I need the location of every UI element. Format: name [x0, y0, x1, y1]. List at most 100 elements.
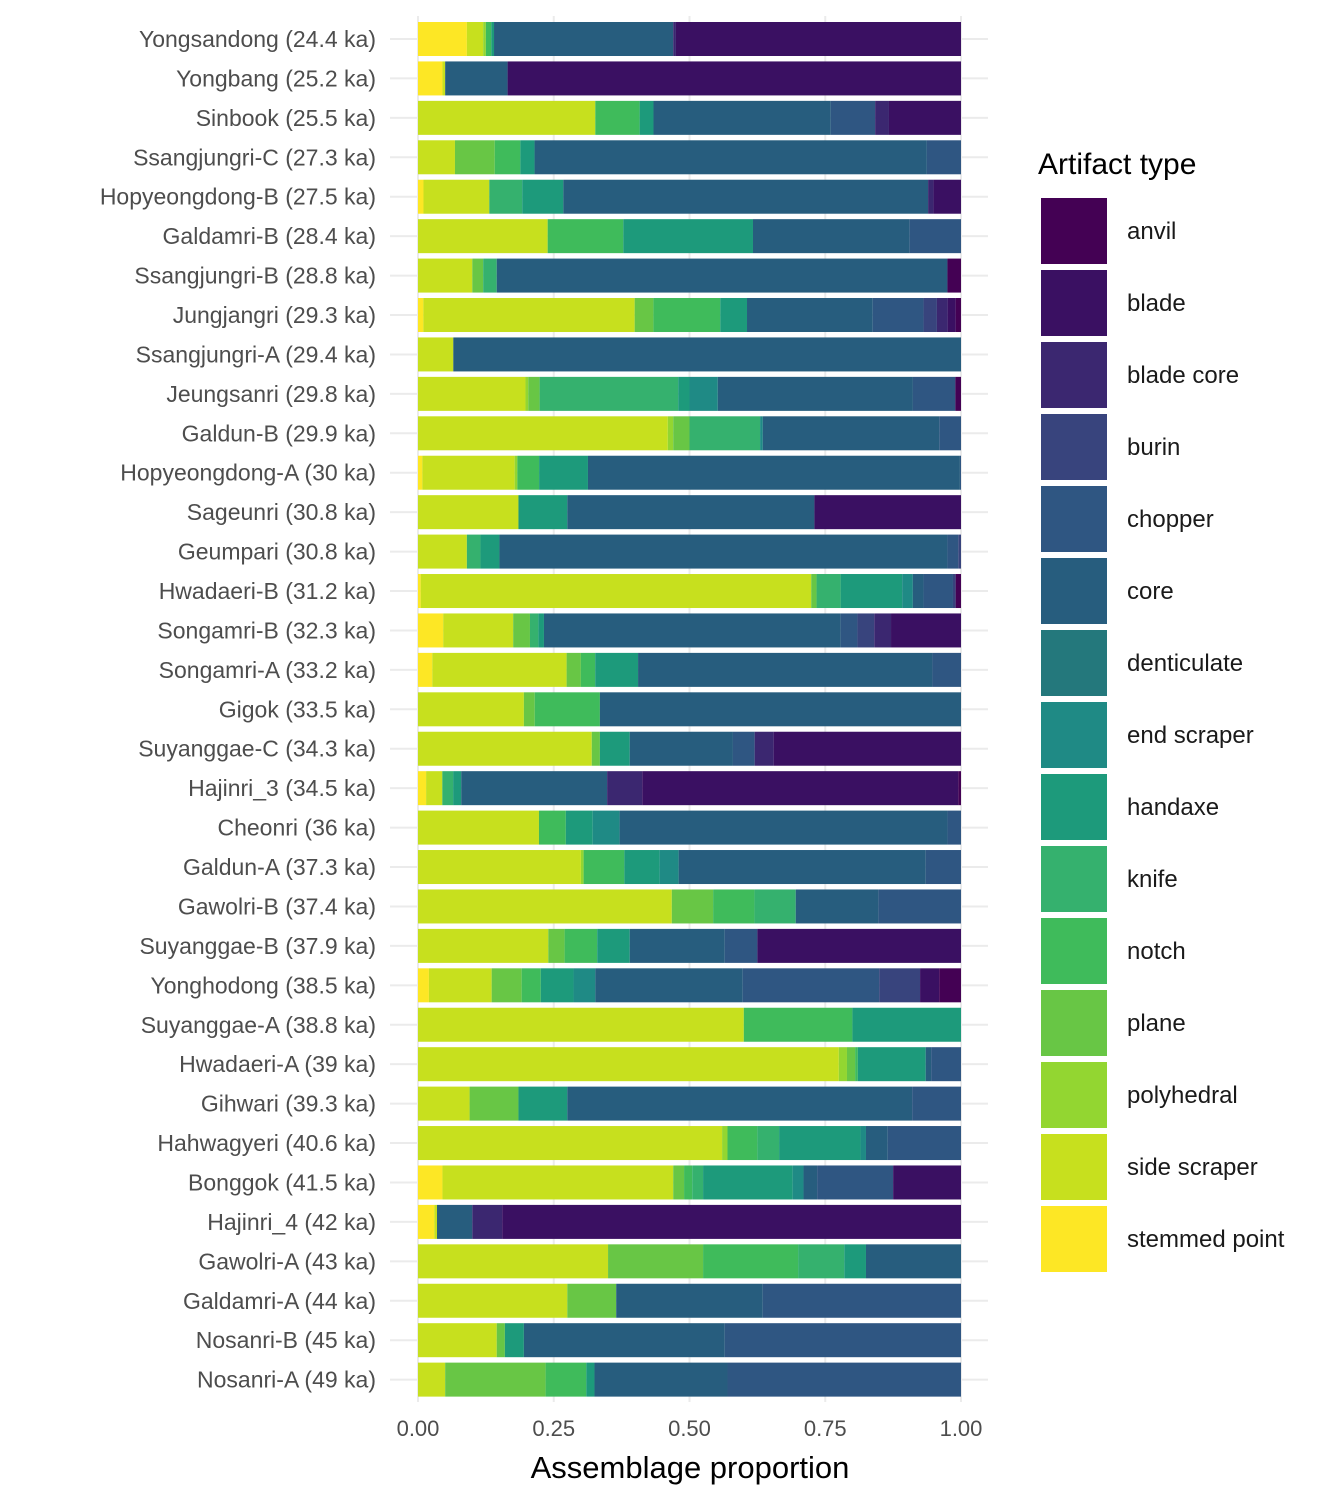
bar-segment-core	[543, 613, 841, 648]
bar-segment-plane	[469, 1086, 519, 1121]
bar-segment-knife	[489, 179, 523, 214]
bar-segment-handaxe	[480, 534, 500, 569]
bar-segment-end-scraper	[860, 1126, 866, 1161]
legend-label: notch	[1127, 938, 1186, 965]
bar-segment-side-scraper	[418, 731, 592, 766]
bar-segment-plane	[496, 1323, 505, 1358]
bar-segment-burin	[952, 574, 956, 609]
bar-segment-burin	[879, 968, 921, 1003]
bar-segment-handaxe	[779, 1126, 861, 1161]
bar-segment-polyhedral	[722, 1126, 728, 1161]
legend: Artifact type anvil blade blade core burin c…	[1038, 148, 1285, 1272]
y-tick-label: Yonghodong (38.5 ka)	[150, 972, 376, 998]
bar-segment-plane	[846, 1047, 856, 1082]
x-tick-label: 0.75	[804, 1416, 847, 1441]
bar-segment-notch	[534, 692, 600, 727]
bar-segment-side-scraper	[428, 968, 492, 1003]
bar-segment-plane	[491, 968, 522, 1003]
bar-segment-core	[499, 534, 948, 569]
y-tick-label: Suyanggae-B (37.9 ka)	[139, 933, 376, 959]
bar-segment-chopper	[727, 1362, 961, 1397]
y-tick-label: Ssangjungri-B (28.8 ka)	[134, 263, 376, 289]
bar-segment-chopper	[840, 613, 858, 648]
bar-segment-handaxe	[720, 298, 748, 333]
bar-segment-anvil	[939, 968, 961, 1003]
bar-segment-core	[638, 652, 933, 687]
y-tick-label: Hwadaeri-B (31.2 ka)	[159, 578, 376, 604]
bar-segment-blade-core	[754, 731, 774, 766]
bar-segment-stemmed-point	[418, 968, 429, 1003]
bar-segment-blade	[507, 61, 961, 96]
bar-segment-notch	[564, 928, 598, 963]
bar-segment-polyhedral	[667, 416, 674, 451]
bar-segment-blade	[757, 928, 961, 963]
bar-segment-stemmed-point	[418, 574, 421, 609]
bar-segment-core	[865, 1126, 888, 1161]
bar-segment-core	[534, 140, 927, 175]
bar-segment-blade	[773, 731, 961, 766]
bar-segment-side-scraper	[418, 100, 596, 135]
y-tick-label: Yongbang (25.2 ka)	[176, 65, 376, 91]
bar-segment-chopper	[887, 1126, 961, 1161]
x-tick-label: 0.00	[397, 1416, 440, 1441]
y-tick-label: Jeungsanri (29.8 ka)	[166, 381, 376, 407]
bar-segment-plane	[472, 258, 484, 293]
bar-segment-chopper	[926, 140, 961, 175]
y-tick-label: Galdamri-B (28.4 ka)	[163, 223, 376, 249]
bar-segment-plane	[671, 889, 714, 924]
bar-segment-blade	[642, 771, 959, 806]
bar-segment-plane	[673, 416, 690, 451]
bar-segment-chopper	[923, 574, 953, 609]
bar-segment-chopper	[947, 810, 961, 845]
x-axis-tick-labels: 0.00 0.25 0.50 0.75 1.00	[397, 1416, 983, 1441]
x-tick-label: 0.50	[668, 1416, 711, 1441]
bar-segment-side-scraper	[418, 810, 539, 845]
bar-segment-side-scraper	[418, 416, 668, 451]
bar-segment-polyhedral	[525, 376, 529, 411]
legend-key-blade	[1041, 270, 1107, 336]
bar-segment-handaxe	[857, 1047, 926, 1082]
bar-segment-side-scraper	[466, 22, 484, 56]
bar-segment-plane	[513, 613, 530, 648]
y-tick-label: Gihwari (39.3 ka)	[201, 1091, 376, 1117]
bar-segment-core	[795, 889, 879, 924]
bar-segment-side-scraper	[418, 258, 473, 293]
bar-segment-handaxe	[522, 179, 564, 214]
y-tick-label: Sinbook (25.5 ka)	[196, 105, 376, 131]
bar-segment-handaxe	[540, 968, 574, 1003]
legend-label: stemmed point	[1127, 1226, 1285, 1253]
bar-segment-side-scraper	[426, 771, 443, 806]
bar-segment-blade	[891, 613, 961, 648]
bar-segment-handaxe	[624, 850, 660, 885]
bar-segment-stemmed-point	[418, 771, 427, 806]
bar-segment-blade-core	[936, 298, 948, 333]
y-tick-label: Jungjangri (29.3 ka)	[173, 302, 376, 328]
bar-segment-anvil	[955, 376, 961, 411]
y-tick-label: Geumpari (30.8 ka)	[178, 539, 376, 565]
legend-label: end scraper	[1127, 722, 1254, 749]
legend-label: side scraper	[1127, 1154, 1258, 1181]
bar-segment-plane	[454, 140, 495, 175]
y-tick-label: Nosanri-A (49 ka)	[197, 1367, 376, 1393]
bar-segment-core	[494, 22, 674, 56]
bar-segment-plane	[528, 376, 540, 411]
bar-segment-stemmed-point	[418, 613, 444, 648]
y-tick-label: Bonggok (41.5 ka)	[188, 1169, 376, 1195]
y-tick-label: Hopyeongdong-B (27.5 ka)	[100, 184, 376, 210]
bar-segment-side-scraper	[418, 1126, 723, 1161]
bar-segment-side-scraper	[422, 455, 515, 490]
x-axis-title: Assemblage proportion	[531, 1450, 850, 1485]
legend-key-blade-core	[1041, 342, 1107, 408]
bar-segment-chopper	[742, 968, 880, 1003]
bar-segment-notch	[743, 1007, 853, 1042]
bar-segment-core	[865, 1244, 961, 1279]
y-tick-label: Galdun-A (37.3 ka)	[183, 854, 376, 880]
bar-segment-chopper	[830, 100, 876, 135]
bar-segment-stemmed-point	[418, 22, 467, 56]
bar-segment-side-scraper	[418, 495, 519, 530]
bar-segment-side-scraper	[418, 1086, 470, 1121]
bar-segment-core	[587, 455, 960, 490]
bar-segment-burin	[958, 534, 961, 569]
legend-label: anvil	[1127, 218, 1176, 245]
bar-segment-notch	[727, 1126, 758, 1161]
